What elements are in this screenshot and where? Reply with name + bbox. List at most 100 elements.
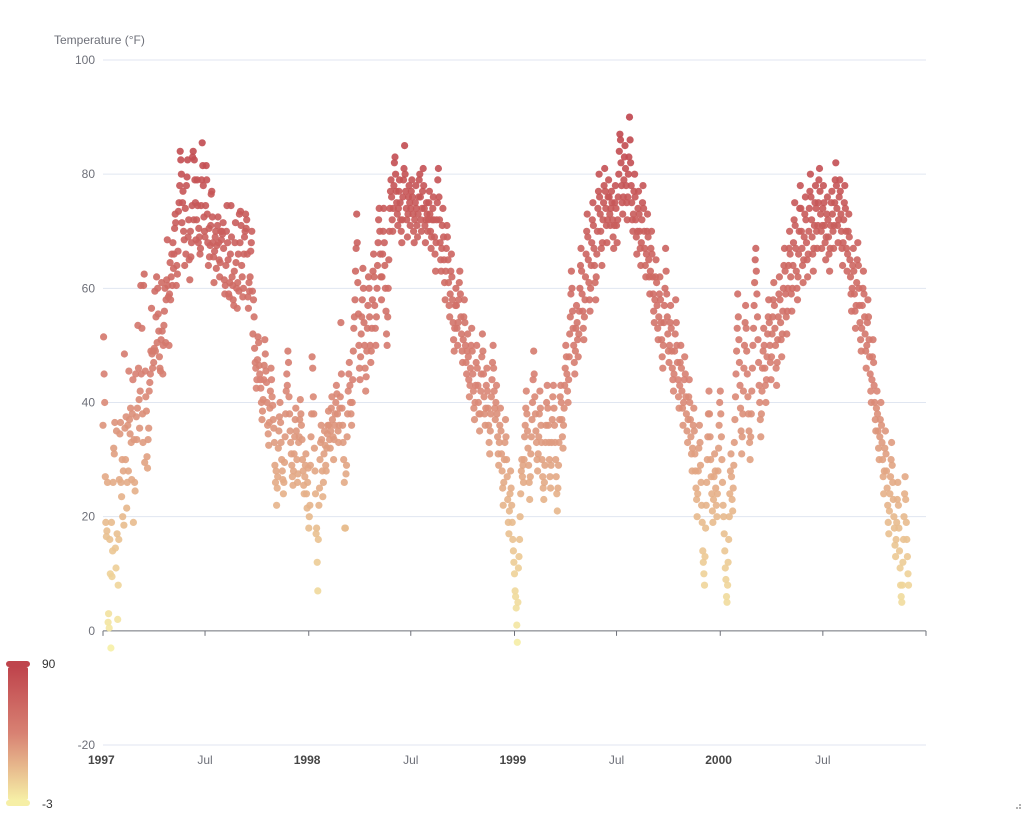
data-point[interactable] bbox=[613, 239, 621, 247]
data-point[interactable] bbox=[406, 199, 414, 207]
data-point[interactable] bbox=[884, 501, 892, 509]
data-point[interactable] bbox=[842, 244, 851, 252]
data-point[interactable] bbox=[739, 410, 747, 418]
data-point[interactable] bbox=[724, 581, 732, 589]
data-point[interactable] bbox=[800, 233, 808, 241]
data-point[interactable] bbox=[641, 261, 649, 270]
data-point[interactable] bbox=[177, 170, 185, 178]
data-point[interactable] bbox=[247, 247, 255, 255]
data-point[interactable] bbox=[146, 378, 154, 387]
data-point[interactable] bbox=[877, 421, 886, 429]
data-point[interactable] bbox=[429, 193, 437, 201]
data-point[interactable] bbox=[631, 170, 639, 178]
data-point[interactable] bbox=[319, 493, 327, 501]
data-point[interactable] bbox=[565, 376, 573, 384]
data-point[interactable] bbox=[389, 227, 397, 235]
data-point[interactable] bbox=[767, 353, 776, 361]
data-point[interactable] bbox=[404, 210, 412, 218]
data-point[interactable] bbox=[163, 236, 171, 244]
data-point[interactable] bbox=[251, 344, 259, 352]
data-point[interactable] bbox=[216, 259, 224, 267]
data-point[interactable] bbox=[668, 364, 676, 372]
data-point[interactable] bbox=[318, 436, 326, 444]
data-point[interactable] bbox=[681, 370, 689, 378]
data-point[interactable] bbox=[572, 301, 581, 310]
data-point[interactable] bbox=[820, 221, 829, 230]
data-point[interactable] bbox=[863, 341, 871, 349]
data-point[interactable] bbox=[189, 147, 197, 155]
data-point[interactable] bbox=[757, 433, 765, 441]
data-point[interactable] bbox=[222, 227, 230, 235]
data-point[interactable] bbox=[312, 530, 320, 538]
data-point[interactable] bbox=[579, 307, 587, 315]
data-point[interactable] bbox=[565, 353, 573, 361]
data-point[interactable] bbox=[503, 456, 511, 464]
data-point[interactable] bbox=[590, 261, 599, 270]
data-point[interactable] bbox=[444, 279, 453, 287]
data-point[interactable] bbox=[217, 236, 225, 244]
data-point[interactable] bbox=[677, 364, 686, 372]
data-point[interactable] bbox=[434, 164, 442, 173]
data-point[interactable] bbox=[721, 547, 729, 555]
data-point[interactable] bbox=[547, 461, 555, 469]
data-point[interactable] bbox=[479, 370, 488, 378]
data-point[interactable] bbox=[627, 159, 635, 167]
data-point[interactable] bbox=[313, 524, 321, 532]
data-point[interactable] bbox=[884, 518, 892, 527]
data-point[interactable] bbox=[717, 410, 725, 418]
data-point[interactable] bbox=[713, 490, 722, 498]
data-point[interactable] bbox=[729, 507, 737, 515]
data-point[interactable] bbox=[488, 358, 497, 367]
data-point[interactable] bbox=[831, 199, 839, 207]
data-point[interactable] bbox=[258, 416, 266, 424]
data-point[interactable] bbox=[650, 319, 658, 327]
data-point[interactable] bbox=[509, 547, 517, 555]
data-point[interactable] bbox=[361, 341, 369, 349]
data-point[interactable] bbox=[410, 227, 418, 235]
data-point[interactable] bbox=[597, 244, 605, 252]
data-point[interactable] bbox=[234, 250, 242, 258]
data-point[interactable] bbox=[473, 341, 481, 349]
data-point[interactable] bbox=[676, 381, 684, 389]
data-point[interactable] bbox=[132, 413, 140, 421]
data-point[interactable] bbox=[843, 267, 851, 275]
data-point[interactable] bbox=[465, 376, 473, 384]
data-point[interactable] bbox=[808, 216, 816, 224]
data-point[interactable] bbox=[659, 341, 667, 349]
data-point[interactable] bbox=[273, 484, 281, 492]
data-point[interactable] bbox=[662, 267, 670, 275]
data-point[interactable] bbox=[345, 370, 353, 378]
data-point[interactable] bbox=[674, 376, 682, 384]
data-point[interactable] bbox=[231, 219, 240, 227]
data-point[interactable] bbox=[561, 364, 569, 372]
data-point[interactable] bbox=[450, 347, 458, 355]
data-point[interactable] bbox=[519, 478, 528, 486]
data-point[interactable] bbox=[535, 410, 543, 418]
data-point[interactable] bbox=[532, 427, 540, 435]
data-point[interactable] bbox=[540, 495, 548, 504]
data-point[interactable] bbox=[379, 227, 387, 235]
data-point[interactable] bbox=[388, 216, 396, 224]
data-point[interactable] bbox=[366, 341, 374, 349]
data-point[interactable] bbox=[195, 233, 203, 241]
data-point[interactable] bbox=[576, 284, 584, 292]
data-point[interactable] bbox=[835, 216, 843, 224]
data-point[interactable] bbox=[798, 261, 807, 270]
data-point[interactable] bbox=[310, 410, 318, 418]
data-point[interactable] bbox=[178, 199, 187, 207]
data-point[interactable] bbox=[716, 398, 724, 407]
data-point[interactable] bbox=[812, 204, 820, 212]
data-point[interactable] bbox=[832, 182, 841, 190]
data-point[interactable] bbox=[514, 564, 523, 572]
data-point[interactable] bbox=[715, 421, 723, 429]
data-point[interactable] bbox=[678, 387, 686, 395]
data-point[interactable] bbox=[409, 210, 417, 218]
data-point[interactable] bbox=[612, 221, 621, 230]
data-point[interactable] bbox=[816, 187, 824, 195]
data-point[interactable] bbox=[401, 170, 409, 178]
data-point[interactable] bbox=[701, 553, 709, 561]
data-point[interactable] bbox=[738, 433, 746, 441]
data-point[interactable] bbox=[301, 473, 309, 481]
data-point[interactable] bbox=[678, 404, 687, 412]
data-point[interactable] bbox=[822, 256, 830, 264]
